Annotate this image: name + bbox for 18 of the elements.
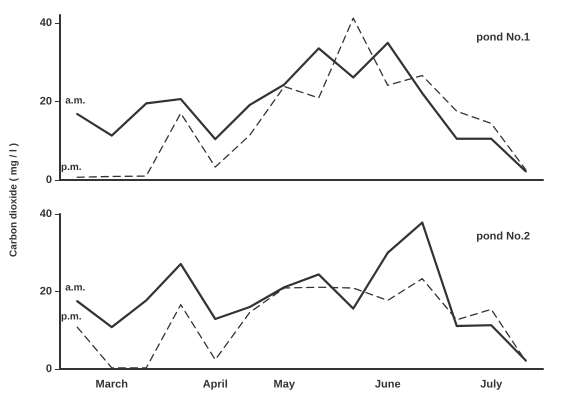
x-tick-label: March [96, 378, 128, 390]
x-tick-label: April [202, 378, 228, 390]
series-label: p.m. [60, 162, 82, 173]
series-label: a.m. [65, 282, 86, 294]
y-tick-label: 20 [40, 95, 52, 108]
text: pond No.2 [476, 230, 530, 242]
y-tick-label: 40 [40, 16, 52, 29]
x-tick-label: May [274, 378, 296, 390]
y-tick-label: 0 [46, 363, 52, 375]
series-label: p.m. [60, 312, 82, 323]
y-tick-label: 0 [46, 174, 52, 186]
text: pond No.1 [476, 32, 530, 44]
y-tick-label: 20 [40, 286, 52, 298]
x-tick-label: July [480, 378, 504, 390]
y-axis-title: Carbon dioxide ( mg / l ) [8, 143, 20, 257]
x-tick-label: June [374, 378, 401, 390]
y-tick-label: 40 [40, 208, 52, 220]
series-label: a.m. [65, 96, 86, 106]
